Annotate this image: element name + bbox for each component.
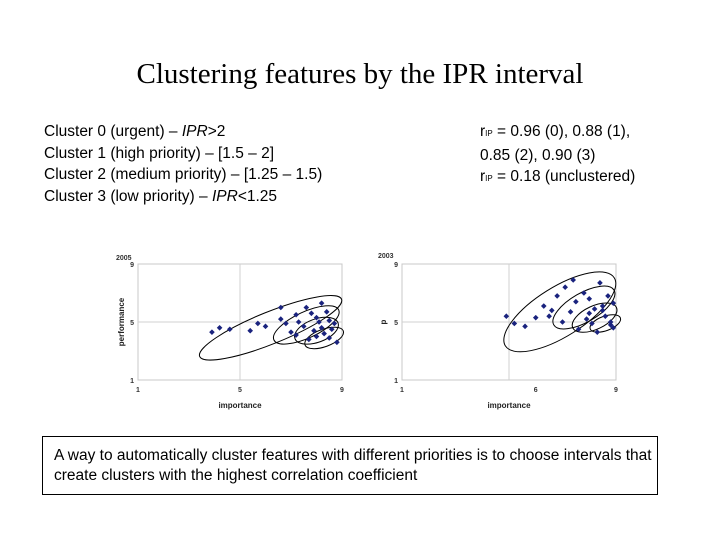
data-point (562, 284, 568, 290)
caption-text: A way to automatically cluster features … (54, 447, 652, 484)
cluster-3-text: Cluster 3 (low priority) – IPR<1.25 (44, 187, 278, 205)
x-axis-label: importance (487, 401, 531, 410)
cluster-ellipse (294, 316, 339, 345)
data-point (321, 330, 327, 337)
cluster-list: Cluster 0 (urgent) – IPR>2 Cluster 1 (hi… (44, 121, 464, 207)
correlation-line-2: 0.85 (2), 0.90 (3) (480, 146, 596, 164)
cluster-ellipse (589, 314, 622, 333)
correlation-line-1: rIP = 0.96 (0), 0.88 (1), (480, 123, 631, 140)
data-point (567, 309, 574, 315)
cluster-ellipse (272, 305, 340, 345)
correlation-summary: rIP = 0.96 (0), 0.88 (1), 0.85 (2), 0.90… (480, 121, 710, 190)
x-tick-label: 1 (136, 387, 140, 394)
y-tick-label: 5 (394, 320, 398, 327)
data-point (607, 322, 614, 328)
cluster-0-text: Cluster 0 (urgent) – IPR>2 (44, 123, 226, 140)
data-point (540, 303, 547, 309)
y-tick-label: 9 (130, 262, 134, 269)
data-point (313, 333, 320, 340)
correlation-line-3: rIP = 0.18 (unclustered) (480, 168, 636, 186)
data-point (329, 326, 335, 333)
data-point (594, 329, 601, 335)
x-axis-label: importance (218, 401, 262, 410)
y-axis-label: p (379, 319, 388, 324)
data-point (503, 313, 510, 319)
data-point (313, 314, 320, 321)
data-point (610, 300, 617, 306)
data-point (575, 326, 582, 333)
data-point (602, 313, 609, 319)
data-point (306, 336, 312, 343)
data-point (554, 293, 560, 299)
caption-box (42, 436, 658, 495)
y-tick-label: 1 (394, 378, 398, 385)
y-axis-label: performance (117, 297, 126, 346)
data-point (607, 319, 614, 325)
x-tick-label: 1 (400, 387, 404, 394)
cluster-ellipse (503, 271, 617, 353)
data-point (583, 316, 590, 322)
data-point (311, 327, 317, 334)
cluster-ellipse (571, 302, 618, 333)
data-point (316, 319, 322, 325)
plot-year-label: 2005 (116, 255, 132, 262)
data-point (597, 280, 603, 286)
data-point (581, 290, 587, 296)
data-point (303, 304, 310, 311)
x-tick-label: 6 (534, 387, 538, 394)
data-point (278, 304, 284, 311)
plot-2005: 2005 9 5 1 1 5 9 importance performance (110, 248, 360, 420)
data-point (570, 277, 576, 283)
y-tick-label: 9 (394, 262, 398, 269)
data-point (589, 320, 595, 327)
data-point (293, 311, 299, 318)
x-tick-label: 5 (238, 387, 242, 394)
data-point (295, 319, 302, 325)
data-point (605, 293, 611, 299)
data-point (511, 320, 518, 327)
y-tick-label: 1 (130, 378, 134, 385)
data-point (300, 323, 307, 330)
cluster-2-text: Cluster 2 (medium priority) – [1.25 – 1.… (44, 166, 323, 184)
data-point (522, 323, 528, 330)
x-tick-label: 9 (614, 387, 618, 394)
data-point (262, 323, 269, 330)
page-title: Clustering features by the IPR interval (136, 58, 584, 90)
data-point (591, 306, 598, 312)
data-point (288, 329, 294, 335)
data-point (549, 307, 555, 314)
plot-2003: 2003 9 5 1 1 6 9 importance p (372, 246, 632, 418)
cluster-1-text: Cluster 1 (high priority) – [1.5 – 2] (44, 144, 275, 162)
plot-year-label: 2003 (378, 253, 394, 260)
data-point (247, 327, 253, 334)
data-point (318, 300, 325, 306)
y-tick-label: 5 (130, 320, 134, 327)
cluster-ellipse (552, 285, 616, 330)
x-tick-label: 9 (340, 387, 344, 394)
